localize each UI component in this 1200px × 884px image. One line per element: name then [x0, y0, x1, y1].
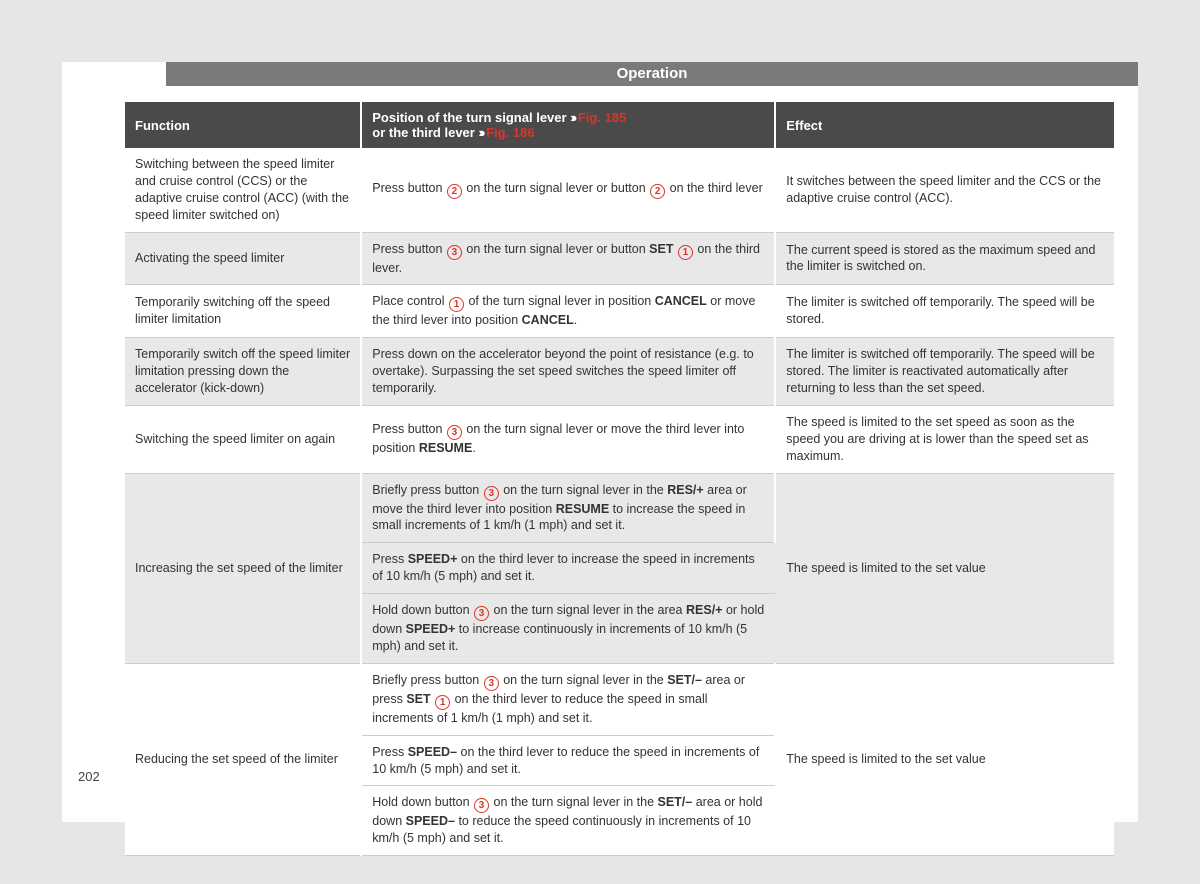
section-title: Operation — [166, 62, 1138, 86]
table-row: Temporarily switching off the speed limi… — [125, 285, 1114, 338]
circled-ref-1: 1 — [435, 695, 450, 710]
circled-ref-3: 3 — [447, 425, 462, 440]
table-body: Switching between the speed limiter and … — [125, 148, 1114, 856]
th-position: Position of the turn signal lever ››› Fi… — [361, 102, 775, 148]
cell-effect: The speed is limited to the set value — [775, 663, 1114, 855]
table-row: Activating the speed limiterPress button… — [125, 232, 1114, 285]
circled-ref-1: 1 — [678, 245, 693, 260]
cell-position: Press SPEED+ on the third lever to incre… — [361, 543, 775, 594]
cell-position: Hold down button 3 on the turn signal le… — [361, 594, 775, 664]
cell-effect: The current speed is stored as the maxim… — [775, 232, 1114, 285]
cell-position: Press SPEED– on the third lever to reduc… — [361, 735, 775, 786]
page: Operation Function Position of the turn … — [62, 62, 1138, 822]
circled-ref-3: 3 — [484, 486, 499, 501]
table-row: Temporarily switch off the speed limiter… — [125, 338, 1114, 406]
table-row: Switching between the speed limiter and … — [125, 148, 1114, 232]
cell-function: Reducing the set speed of the limiter — [125, 663, 361, 855]
cell-position: Briefly press button 3 on the turn signa… — [361, 473, 775, 543]
cell-function: Switching between the speed limiter and … — [125, 148, 361, 232]
cell-effect: The limiter is switched off temporarily.… — [775, 285, 1114, 338]
circled-ref-2: 2 — [447, 184, 462, 199]
table-row: Increasing the set speed of the limiterB… — [125, 473, 1114, 543]
circled-ref-1: 1 — [449, 297, 464, 312]
cell-function: Temporarily switch off the speed limiter… — [125, 338, 361, 406]
circled-ref-3: 3 — [474, 798, 489, 813]
circled-ref-3: 3 — [447, 245, 462, 260]
th-effect: Effect — [775, 102, 1114, 148]
cell-effect: The speed is limited to the set speed as… — [775, 405, 1114, 473]
cell-position: Place control 1 of the turn signal lever… — [361, 285, 775, 338]
cell-position: Press down on the accelerator beyond the… — [361, 338, 775, 406]
cell-function: Increasing the set speed of the limiter — [125, 473, 361, 663]
content-area: Function Position of the turn signal lev… — [125, 102, 1114, 856]
th-function: Function — [125, 102, 361, 148]
cell-effect: The speed is limited to the set value — [775, 473, 1114, 663]
operation-table: Function Position of the turn signal lev… — [125, 102, 1114, 856]
cell-position: Press button 2 on the turn signal lever … — [361, 148, 775, 232]
cell-position: Press button 3 on the turn signal lever … — [361, 405, 775, 473]
circled-ref-3: 3 — [484, 676, 499, 691]
cell-function: Temporarily switching off the speed limi… — [125, 285, 361, 338]
cell-position: Press button 3 on the turn signal lever … — [361, 232, 775, 285]
cell-effect: It switches between the speed limiter an… — [775, 148, 1114, 232]
circled-ref-3: 3 — [474, 606, 489, 621]
cell-effect: The limiter is switched off temporarily.… — [775, 338, 1114, 406]
cell-function: Switching the speed limiter on again — [125, 405, 361, 473]
table-row: Reducing the set speed of the limiterBri… — [125, 663, 1114, 735]
table-header-row: Function Position of the turn signal lev… — [125, 102, 1114, 148]
cell-position: Briefly press button 3 on the turn signa… — [361, 663, 775, 735]
cell-position: Hold down button 3 on the turn signal le… — [361, 786, 775, 856]
table-row: Switching the speed limiter on againPres… — [125, 405, 1114, 473]
cell-function: Activating the speed limiter — [125, 232, 361, 285]
page-number: 202 — [78, 769, 100, 784]
circled-ref-2: 2 — [650, 184, 665, 199]
